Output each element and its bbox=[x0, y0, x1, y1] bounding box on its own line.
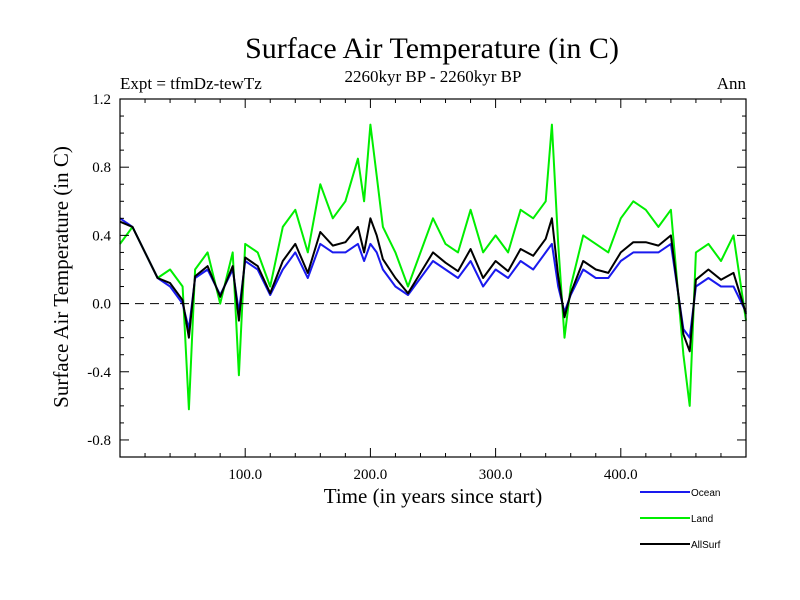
series-line-land bbox=[119, 123, 747, 411]
x-tick-label: 200.0 bbox=[354, 467, 388, 483]
y-axis-label: Surface Air Temperature (in C) bbox=[49, 146, 73, 408]
series-line-allsurf bbox=[119, 217, 747, 353]
legend-label-ocean: Ocean bbox=[691, 488, 720, 499]
period-label: 2260kyr BP - 2260kyr BP bbox=[345, 67, 522, 86]
legend: Ocean Land AllSurf bbox=[640, 488, 721, 551]
experiment-label: Expt = tfmDz-tewTz bbox=[120, 74, 262, 93]
y-tick-label: -0.8 bbox=[87, 433, 111, 449]
y-tick-label: 0.4 bbox=[92, 228, 111, 244]
x-tick-label: 400.0 bbox=[604, 467, 638, 483]
plot-frame bbox=[119, 98, 747, 458]
chart-title: Surface Air Temperature (in C) bbox=[245, 32, 619, 65]
legend-label-allsurf: AllSurf bbox=[691, 540, 721, 551]
season-label: Ann bbox=[717, 74, 747, 93]
axis-ticks: 100.0 200.0 300.0 400.0 1.2 0.8 0.4 0.0 -0.4 -0.8 bbox=[87, 92, 746, 483]
plot-series-group bbox=[119, 123, 747, 411]
y-tick-label: 1.2 bbox=[92, 92, 111, 108]
legend-label-land: Land bbox=[691, 514, 713, 525]
x-tick-label: 300.0 bbox=[479, 467, 513, 483]
x-axis-label: Time (in years since start) bbox=[324, 484, 543, 508]
y-tick-label: -0.4 bbox=[87, 365, 111, 381]
x-tick-label: 100.0 bbox=[228, 467, 262, 483]
y-tick-label: 0.0 bbox=[92, 297, 111, 313]
y-tick-label: 0.8 bbox=[92, 160, 111, 176]
